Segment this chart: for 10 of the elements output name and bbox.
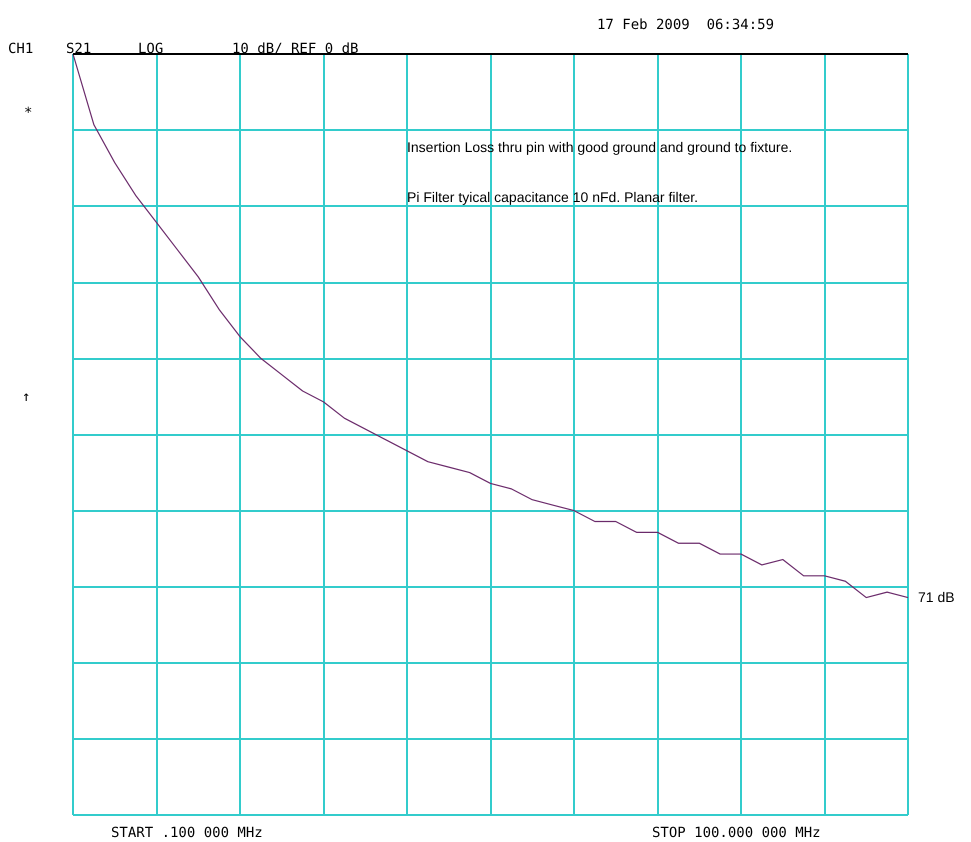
text: START .100 000 MHz [111,825,263,841]
text: 71 dB [918,589,955,605]
text: 17 Feb 2009 06:34:59 [597,17,774,33]
annotation: LOG [138,41,164,57]
text: CH1 [8,41,34,57]
text: STOP 100.000 000 MHz [652,825,821,841]
text: * [24,105,32,121]
text: ↑ [22,389,30,405]
annotation: S21 [66,41,92,57]
annotation: 10 dB/ REF 0 dB [232,41,358,57]
